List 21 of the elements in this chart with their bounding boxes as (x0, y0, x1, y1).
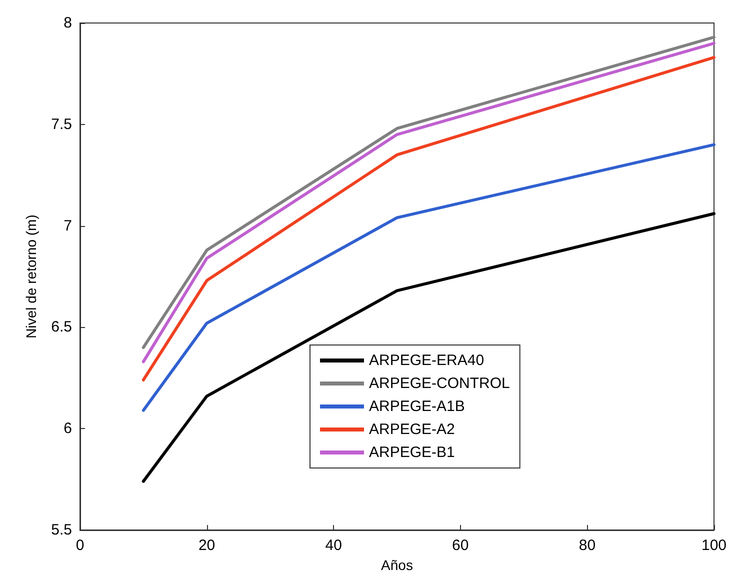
x-axis-title: Años (381, 556, 413, 573)
legend-label: ARPEGE-ERA40 (369, 352, 484, 369)
y-tick-label: 7.5 (51, 116, 72, 133)
y-axis-title: Nivel de retorno (m) (23, 214, 39, 338)
legend-label: ARPEGE-CONTROL (369, 375, 510, 392)
line-series (142, 143, 716, 412)
y-tick-label: 6 (64, 420, 72, 438)
x-tick-label: 20 (198, 537, 216, 554)
x-tick-label: 80 (578, 537, 596, 554)
x-tick-label: 60 (452, 537, 469, 554)
x-tick-label: 0 (76, 537, 84, 554)
y-tick-label: 6.5 (51, 318, 72, 336)
x-tick-label: 100 (701, 537, 727, 554)
legend-label: ARPEGE-A1B (369, 398, 465, 415)
line-series (142, 212, 716, 483)
y-tick-label: 5.5 (51, 522, 72, 538)
y-tick-label: 8 (64, 14, 72, 32)
y-tick-label: 7 (64, 217, 72, 234)
x-tick-label: 40 (325, 537, 342, 554)
legend-label: ARPEGE-A2 (369, 421, 455, 438)
legend-label: ARPEGE-B1 (369, 444, 455, 461)
